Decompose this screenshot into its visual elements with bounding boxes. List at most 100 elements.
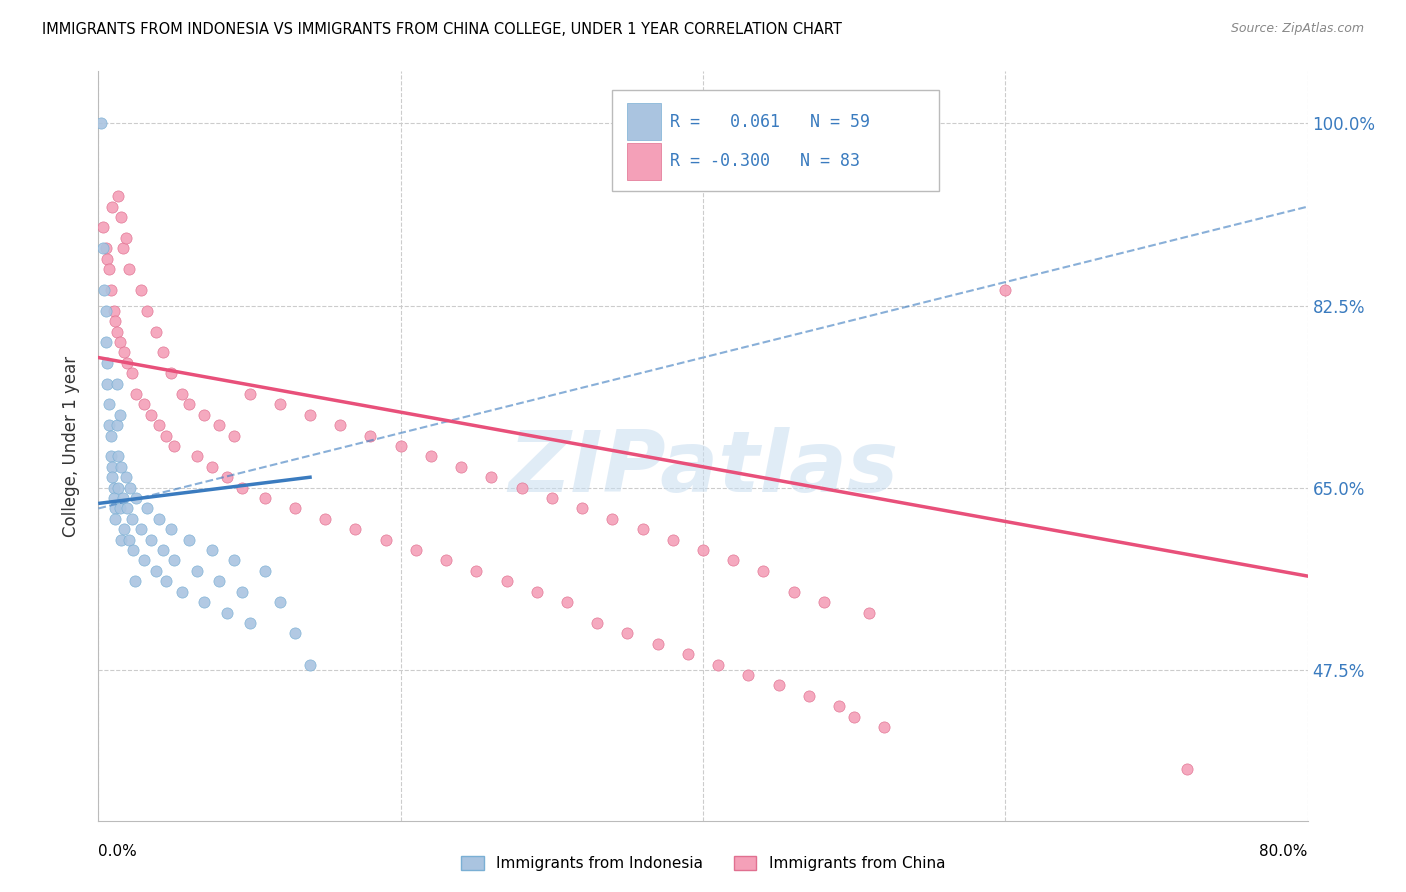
Point — [586, 615, 609, 630]
Point — [110, 533, 132, 547]
Point — [208, 418, 231, 433]
Point — [647, 637, 669, 651]
Point — [253, 564, 276, 578]
Point — [103, 303, 125, 318]
Point — [434, 553, 457, 567]
Point — [201, 459, 224, 474]
Point — [108, 334, 131, 349]
Point — [105, 376, 128, 391]
Point — [707, 657, 730, 672]
Point — [125, 491, 148, 505]
Point — [692, 543, 714, 558]
Y-axis label: College, Under 1 year: College, Under 1 year — [62, 355, 80, 537]
Point — [602, 512, 624, 526]
Point — [510, 481, 533, 495]
Point — [145, 325, 167, 339]
Point — [269, 595, 291, 609]
Point — [104, 501, 127, 516]
Point — [555, 595, 578, 609]
Point — [616, 626, 638, 640]
Point — [752, 564, 775, 578]
Point — [105, 418, 128, 433]
Point — [813, 595, 835, 609]
Point — [104, 512, 127, 526]
Point — [107, 450, 129, 464]
Point — [135, 303, 157, 318]
Point — [481, 470, 503, 484]
Point — [540, 491, 562, 505]
Point — [132, 397, 155, 411]
Point — [104, 314, 127, 328]
Point — [329, 418, 352, 433]
Point — [129, 283, 152, 297]
Point — [115, 501, 138, 516]
Point — [120, 481, 142, 495]
Point — [155, 574, 177, 589]
Point — [101, 470, 124, 484]
Legend: Immigrants from Indonesia, Immigrants from China: Immigrants from Indonesia, Immigrants fr… — [454, 849, 952, 877]
Point — [215, 470, 238, 484]
Point — [873, 720, 896, 734]
Text: IMMIGRANTS FROM INDONESIA VS IMMIGRANTS FROM CHINA COLLEGE, UNDER 1 YEAR CORRELA: IMMIGRANTS FROM INDONESIA VS IMMIGRANTS … — [42, 22, 842, 37]
Point — [111, 241, 134, 255]
Point — [124, 574, 146, 589]
Point — [152, 345, 174, 359]
Point — [91, 241, 114, 255]
FancyBboxPatch shape — [627, 103, 661, 140]
Point — [193, 408, 215, 422]
Point — [828, 699, 851, 714]
Point — [314, 512, 336, 526]
Point — [110, 210, 132, 224]
Text: R = -0.300   N = 83: R = -0.300 N = 83 — [671, 153, 860, 170]
Point — [170, 387, 193, 401]
Point — [374, 533, 396, 547]
Point — [105, 325, 128, 339]
Point — [152, 543, 174, 558]
Point — [201, 543, 224, 558]
Point — [224, 428, 246, 442]
Point — [96, 252, 118, 266]
Point — [465, 564, 488, 578]
Point — [344, 522, 367, 536]
Point — [405, 543, 427, 558]
Point — [994, 283, 1017, 297]
Point — [100, 428, 122, 442]
Point — [193, 595, 215, 609]
Point — [148, 418, 170, 433]
Point — [118, 533, 141, 547]
Point — [160, 522, 183, 536]
Point — [121, 366, 143, 380]
Point — [215, 606, 238, 620]
Point — [94, 241, 117, 255]
Text: 0.0%: 0.0% — [98, 844, 138, 858]
Point — [737, 668, 759, 682]
Point — [155, 428, 177, 442]
Point — [100, 450, 122, 464]
Point — [231, 481, 253, 495]
Point — [231, 584, 253, 599]
Point — [495, 574, 517, 589]
Point — [114, 231, 136, 245]
Point — [797, 689, 820, 703]
Point — [129, 522, 152, 536]
FancyBboxPatch shape — [627, 143, 661, 180]
Point — [108, 501, 131, 516]
Point — [163, 553, 186, 567]
Point — [858, 606, 880, 620]
Point — [170, 584, 193, 599]
Point — [90, 116, 112, 130]
Point — [112, 345, 135, 359]
Point — [186, 564, 208, 578]
Point — [96, 356, 118, 370]
Point — [783, 584, 806, 599]
Point — [114, 470, 136, 484]
Point — [224, 553, 246, 567]
Point — [208, 574, 231, 589]
Point — [661, 533, 683, 547]
Text: 80.0%: 80.0% — [1260, 844, 1308, 858]
Point — [269, 397, 291, 411]
Point — [145, 564, 167, 578]
FancyBboxPatch shape — [613, 90, 939, 191]
Point — [284, 501, 307, 516]
Point — [98, 262, 121, 277]
